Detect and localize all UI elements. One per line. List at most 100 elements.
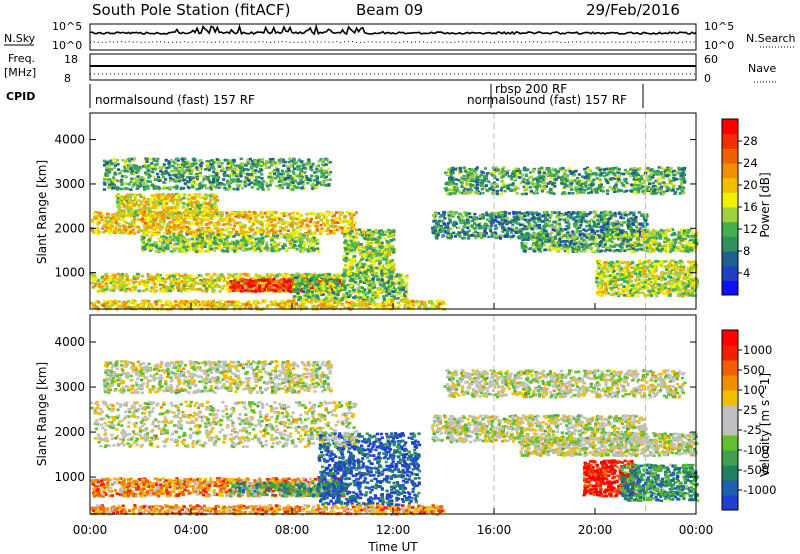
power-cell (237, 223, 241, 227)
power-cell (229, 211, 234, 214)
power-cell (120, 277, 125, 281)
power-cell (334, 211, 339, 214)
power-cell (136, 275, 140, 278)
power-cell (200, 219, 205, 222)
power-cell (321, 284, 325, 288)
power-cell (109, 281, 113, 284)
power-cell (109, 286, 113, 290)
power-cell (154, 277, 158, 280)
power-cell (233, 280, 237, 284)
power-cell (588, 224, 592, 228)
power-cell (123, 288, 127, 292)
power-cell (603, 211, 607, 215)
power-cell (312, 222, 316, 226)
power-cell (96, 279, 100, 282)
power-cell (296, 272, 300, 276)
power-cell (225, 279, 229, 283)
power-cell (197, 207, 202, 211)
power-cell (184, 288, 188, 292)
power-cell (300, 285, 304, 288)
power-cell (171, 206, 175, 210)
power-cell (553, 226, 557, 230)
power-cell (485, 218, 490, 221)
power-cell (162, 208, 166, 212)
power-cell (250, 282, 254, 286)
power-cell (203, 245, 207, 248)
power-cell (291, 220, 295, 224)
power-cell (248, 239, 252, 243)
power-cell (279, 232, 283, 236)
power-cell (461, 215, 465, 219)
power-cell (274, 211, 278, 215)
power-cell (520, 230, 524, 233)
power-cell (520, 212, 524, 215)
power-cell (177, 282, 181, 285)
power-cell (116, 272, 120, 276)
power-cell (358, 260, 362, 263)
power-cell (205, 248, 209, 252)
power-cell (276, 279, 280, 282)
power-cell (121, 197, 125, 200)
power-cell (268, 272, 272, 276)
power-cell (354, 277, 358, 281)
power-cell (505, 233, 509, 237)
power-cell (133, 223, 137, 226)
power-cell (159, 199, 163, 202)
power-cell (553, 211, 557, 214)
power-cell (208, 246, 212, 249)
power-cell (234, 284, 238, 287)
power-cell (232, 242, 237, 245)
power-cell (244, 278, 248, 282)
power-cell (285, 225, 289, 228)
power-cell (314, 216, 319, 220)
power-cell (194, 288, 198, 291)
power-cell (122, 279, 126, 282)
power-cell (330, 215, 334, 218)
power-cell (355, 236, 359, 239)
power-cell (299, 247, 303, 251)
power-cell (97, 230, 101, 233)
power-cell (203, 200, 207, 203)
power-cell (454, 211, 458, 214)
power-cell (126, 278, 130, 282)
power-cell (366, 243, 370, 247)
power-cell (320, 287, 324, 291)
power-cell (258, 286, 262, 290)
date-label: 29/Feb/2016 (586, 1, 680, 19)
freq-unit: [MHz] (4, 66, 36, 79)
power-cell (162, 285, 166, 289)
power-cell (374, 259, 378, 263)
power-cell (128, 203, 132, 207)
power-cell (308, 245, 313, 249)
power-cell (96, 232, 100, 235)
power-cell (514, 211, 518, 214)
power-cell (360, 231, 364, 234)
power-cell (358, 228, 362, 231)
power-cell (163, 217, 167, 221)
power-cell (195, 250, 199, 253)
power-cell (282, 276, 286, 279)
power-cell (321, 293, 325, 296)
power-cell (162, 231, 167, 235)
power-cell (205, 230, 209, 234)
power-cell (174, 247, 178, 250)
power-cell (240, 279, 244, 282)
power-cell (363, 296, 367, 299)
power-cell (177, 279, 181, 283)
power-cell (210, 217, 214, 220)
power-cell (265, 225, 269, 229)
power-cell (204, 202, 208, 205)
power-cell (535, 227, 539, 230)
power-cell (121, 215, 125, 219)
power-cell (234, 233, 238, 236)
power-cell (172, 194, 176, 197)
power-cell (327, 213, 331, 217)
power-cell (215, 283, 219, 287)
power-cell (389, 279, 393, 283)
power-cell (495, 226, 499, 230)
power-cell (177, 240, 181, 243)
power-cell (125, 285, 129, 288)
power-cell (340, 226, 344, 230)
power-cell (325, 229, 329, 232)
power-cell (343, 293, 347, 297)
